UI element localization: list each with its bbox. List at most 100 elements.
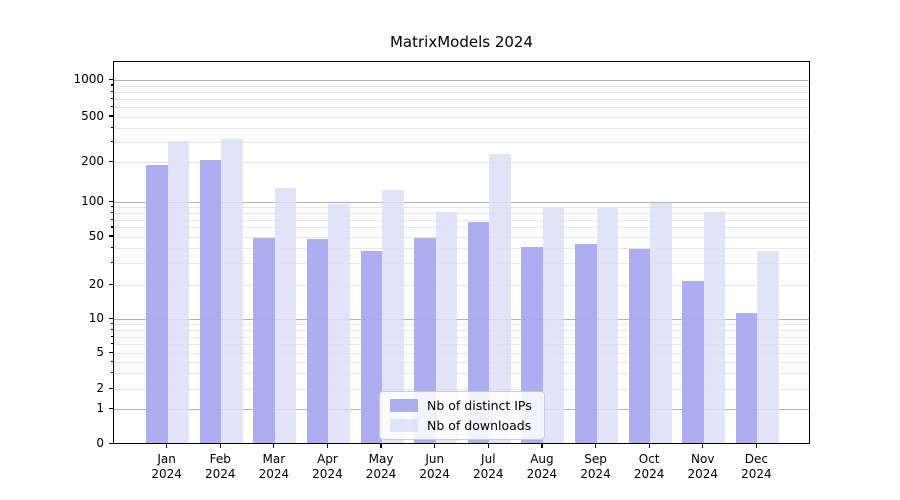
bar-downloads-nov <box>703 211 726 443</box>
x-tick-label-apr: Apr 2024 <box>312 451 343 481</box>
gridline <box>114 319 809 321</box>
x-tick-mark <box>166 443 168 448</box>
x-tick-label-dec: Dec 2024 <box>741 451 772 481</box>
legend-item-distinct-ips: Nb of distinct IPs <box>390 398 532 413</box>
x-tick-mark <box>541 443 543 448</box>
y-minor-tick-mark <box>110 90 113 92</box>
bar-distinct-ips-oct <box>628 249 651 443</box>
legend-swatch-downloads <box>390 419 418 432</box>
y-minor-tick-mark <box>110 343 113 345</box>
y-minor-tick-mark <box>110 97 113 99</box>
y-tick-label: 1000 <box>73 71 104 86</box>
y-tick-mark <box>109 78 113 81</box>
bar-downloads-jul <box>489 153 511 443</box>
bar-downloads-dec <box>757 250 779 443</box>
x-tick-mark <box>273 443 275 448</box>
gridline <box>114 388 809 390</box>
bar-distinct-ips-nov <box>682 280 704 443</box>
x-tick-label-nov: Nov 2024 <box>687 451 719 481</box>
y-tick-label: 1 <box>96 401 104 416</box>
y-minor-tick-mark <box>110 226 113 228</box>
y-minor-tick-mark <box>110 105 113 107</box>
gridline <box>114 207 809 209</box>
y-tick-label: 20 <box>88 276 104 291</box>
gridline <box>114 236 809 238</box>
gridline <box>114 362 809 364</box>
y-minor-tick-mark <box>110 283 113 285</box>
y-minor-tick-mark <box>110 247 113 249</box>
x-tick-label-jan: Jan 2024 <box>151 451 182 481</box>
y-minor-tick-mark <box>110 329 113 331</box>
x-tick-label-oct: Oct 2024 <box>633 451 665 481</box>
bar-downloads-feb <box>221 138 243 443</box>
bar-downloads-oct <box>650 203 672 443</box>
gridline <box>114 213 809 215</box>
gridline <box>114 219 809 221</box>
gridline <box>114 373 809 375</box>
gridline <box>114 353 809 355</box>
y-tick-label: 200 <box>81 154 104 169</box>
gridline <box>114 79 809 81</box>
x-tick-mark <box>380 443 382 448</box>
bar-distinct-ips-sep <box>575 244 597 443</box>
gridline <box>114 344 809 346</box>
y-tick-mark <box>109 318 113 320</box>
bar-distinct-ips-mar <box>253 238 275 443</box>
y-minor-tick-mark <box>110 84 113 86</box>
x-tick-mark <box>755 443 757 448</box>
gridline <box>114 91 809 93</box>
gridline <box>114 106 809 108</box>
bar-distinct-ips-jan <box>146 165 168 443</box>
gridline <box>114 227 809 229</box>
bar-downloads-jun <box>435 211 458 443</box>
gridline <box>114 324 809 326</box>
legend-label-distinct-ips: Nb of distinct IPs <box>427 398 532 413</box>
y-minor-tick-mark <box>110 360 113 363</box>
legend-item-downloads: Nb of downloads <box>390 418 532 433</box>
y-minor-tick-mark <box>110 262 113 264</box>
gridline <box>114 284 809 286</box>
y-tick-mark <box>109 408 113 410</box>
y-minor-tick-mark <box>110 161 113 163</box>
y-tick-label: 0 <box>96 436 104 450</box>
y-minor-tick-mark <box>110 335 113 337</box>
x-tick-mark <box>594 443 597 448</box>
y-minor-tick-mark <box>110 140 113 143</box>
legend-swatch-distinct-ips <box>390 399 418 412</box>
y-minor-tick-mark <box>110 218 113 220</box>
y-minor-tick-mark <box>110 352 113 354</box>
legend: Nb of distinct IPs Nb of downloads <box>379 391 545 440</box>
y-minor-tick-mark <box>110 126 113 128</box>
x-tick-label-mar: Mar 2024 <box>258 451 290 481</box>
gridline <box>114 248 809 250</box>
gridline <box>114 162 809 164</box>
bar-downloads-mar <box>274 187 297 443</box>
y-tick-label: 2 <box>96 380 104 395</box>
y-tick-label: 5 <box>96 345 104 360</box>
y-minor-tick-mark <box>110 323 113 325</box>
y-tick-label: 10 <box>88 311 104 326</box>
x-tick-mark <box>219 443 221 448</box>
y-minor-tick-mark <box>110 206 113 208</box>
gridline <box>114 127 809 129</box>
bar-downloads-apr <box>328 204 350 443</box>
x-tick-mark <box>648 443 650 448</box>
gridline <box>114 336 809 338</box>
y-tick-label: 100 <box>81 194 104 209</box>
x-tick-label-sep: Sep 2024 <box>580 451 611 481</box>
y-tick-label: 50 <box>88 228 104 243</box>
gridline <box>114 98 809 100</box>
y-minor-tick-mark <box>110 212 113 214</box>
x-tick-mark <box>434 443 436 448</box>
plot-area: Nb of distinct IPs Nb of downloads <box>113 61 810 444</box>
bar-downloads-jan <box>167 140 190 443</box>
y-minor-tick-mark <box>110 387 113 390</box>
gridline <box>114 116 809 118</box>
y-tick-mark <box>109 200 113 203</box>
legend-label-downloads: Nb of downloads <box>427 418 532 433</box>
x-tick-label-jul: Jul 2024 <box>473 451 504 481</box>
x-tick-label-may: May 2024 <box>365 451 397 481</box>
x-tick-mark <box>326 443 329 448</box>
gridline <box>114 85 809 87</box>
